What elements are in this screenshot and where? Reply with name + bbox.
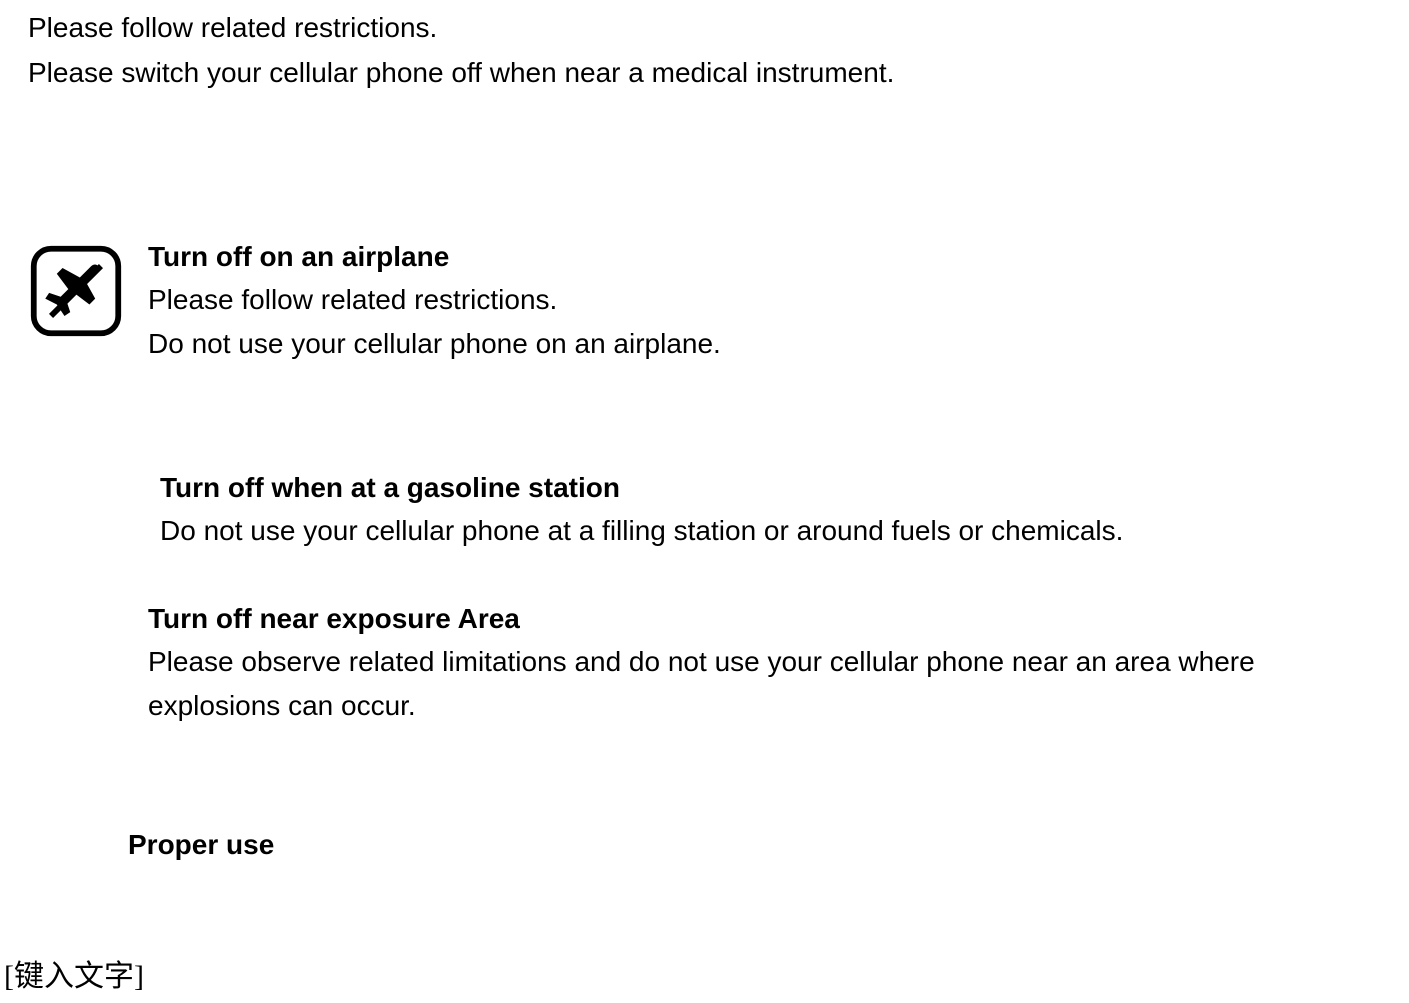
gasoline-title: Turn off when at a gasoline station: [160, 466, 1381, 509]
airplane-body-2: Do not use your cellular phone on an air…: [148, 322, 1381, 365]
gasoline-body-1: Do not use your cellular phone at a fill…: [160, 509, 1381, 552]
airplane-title: Turn off on an airplane: [148, 235, 1381, 278]
exposure-title: Turn off near exposure Area: [148, 597, 1381, 640]
intro-line-1: Please follow related restrictions.: [28, 6, 1381, 49]
airplane-text: Turn off on an airplane Please follow re…: [148, 235, 1381, 873]
document-content: Please follow related restrictions. Plea…: [0, 0, 1409, 872]
airplane-body-1: Please follow related restrictions.: [148, 278, 1381, 321]
intro-line-2: Please switch your cellular phone off wh…: [28, 51, 1381, 94]
exposure-body-1: Please observe related limitations and d…: [148, 640, 1381, 727]
icon-column: [28, 235, 148, 344]
airplane-off-icon: [28, 243, 124, 339]
proper-use-title: Proper use: [128, 823, 1381, 866]
section-airplane: Turn off on an airplane Please follow re…: [28, 235, 1381, 873]
footer-placeholder: [键入文字]: [4, 951, 144, 995]
